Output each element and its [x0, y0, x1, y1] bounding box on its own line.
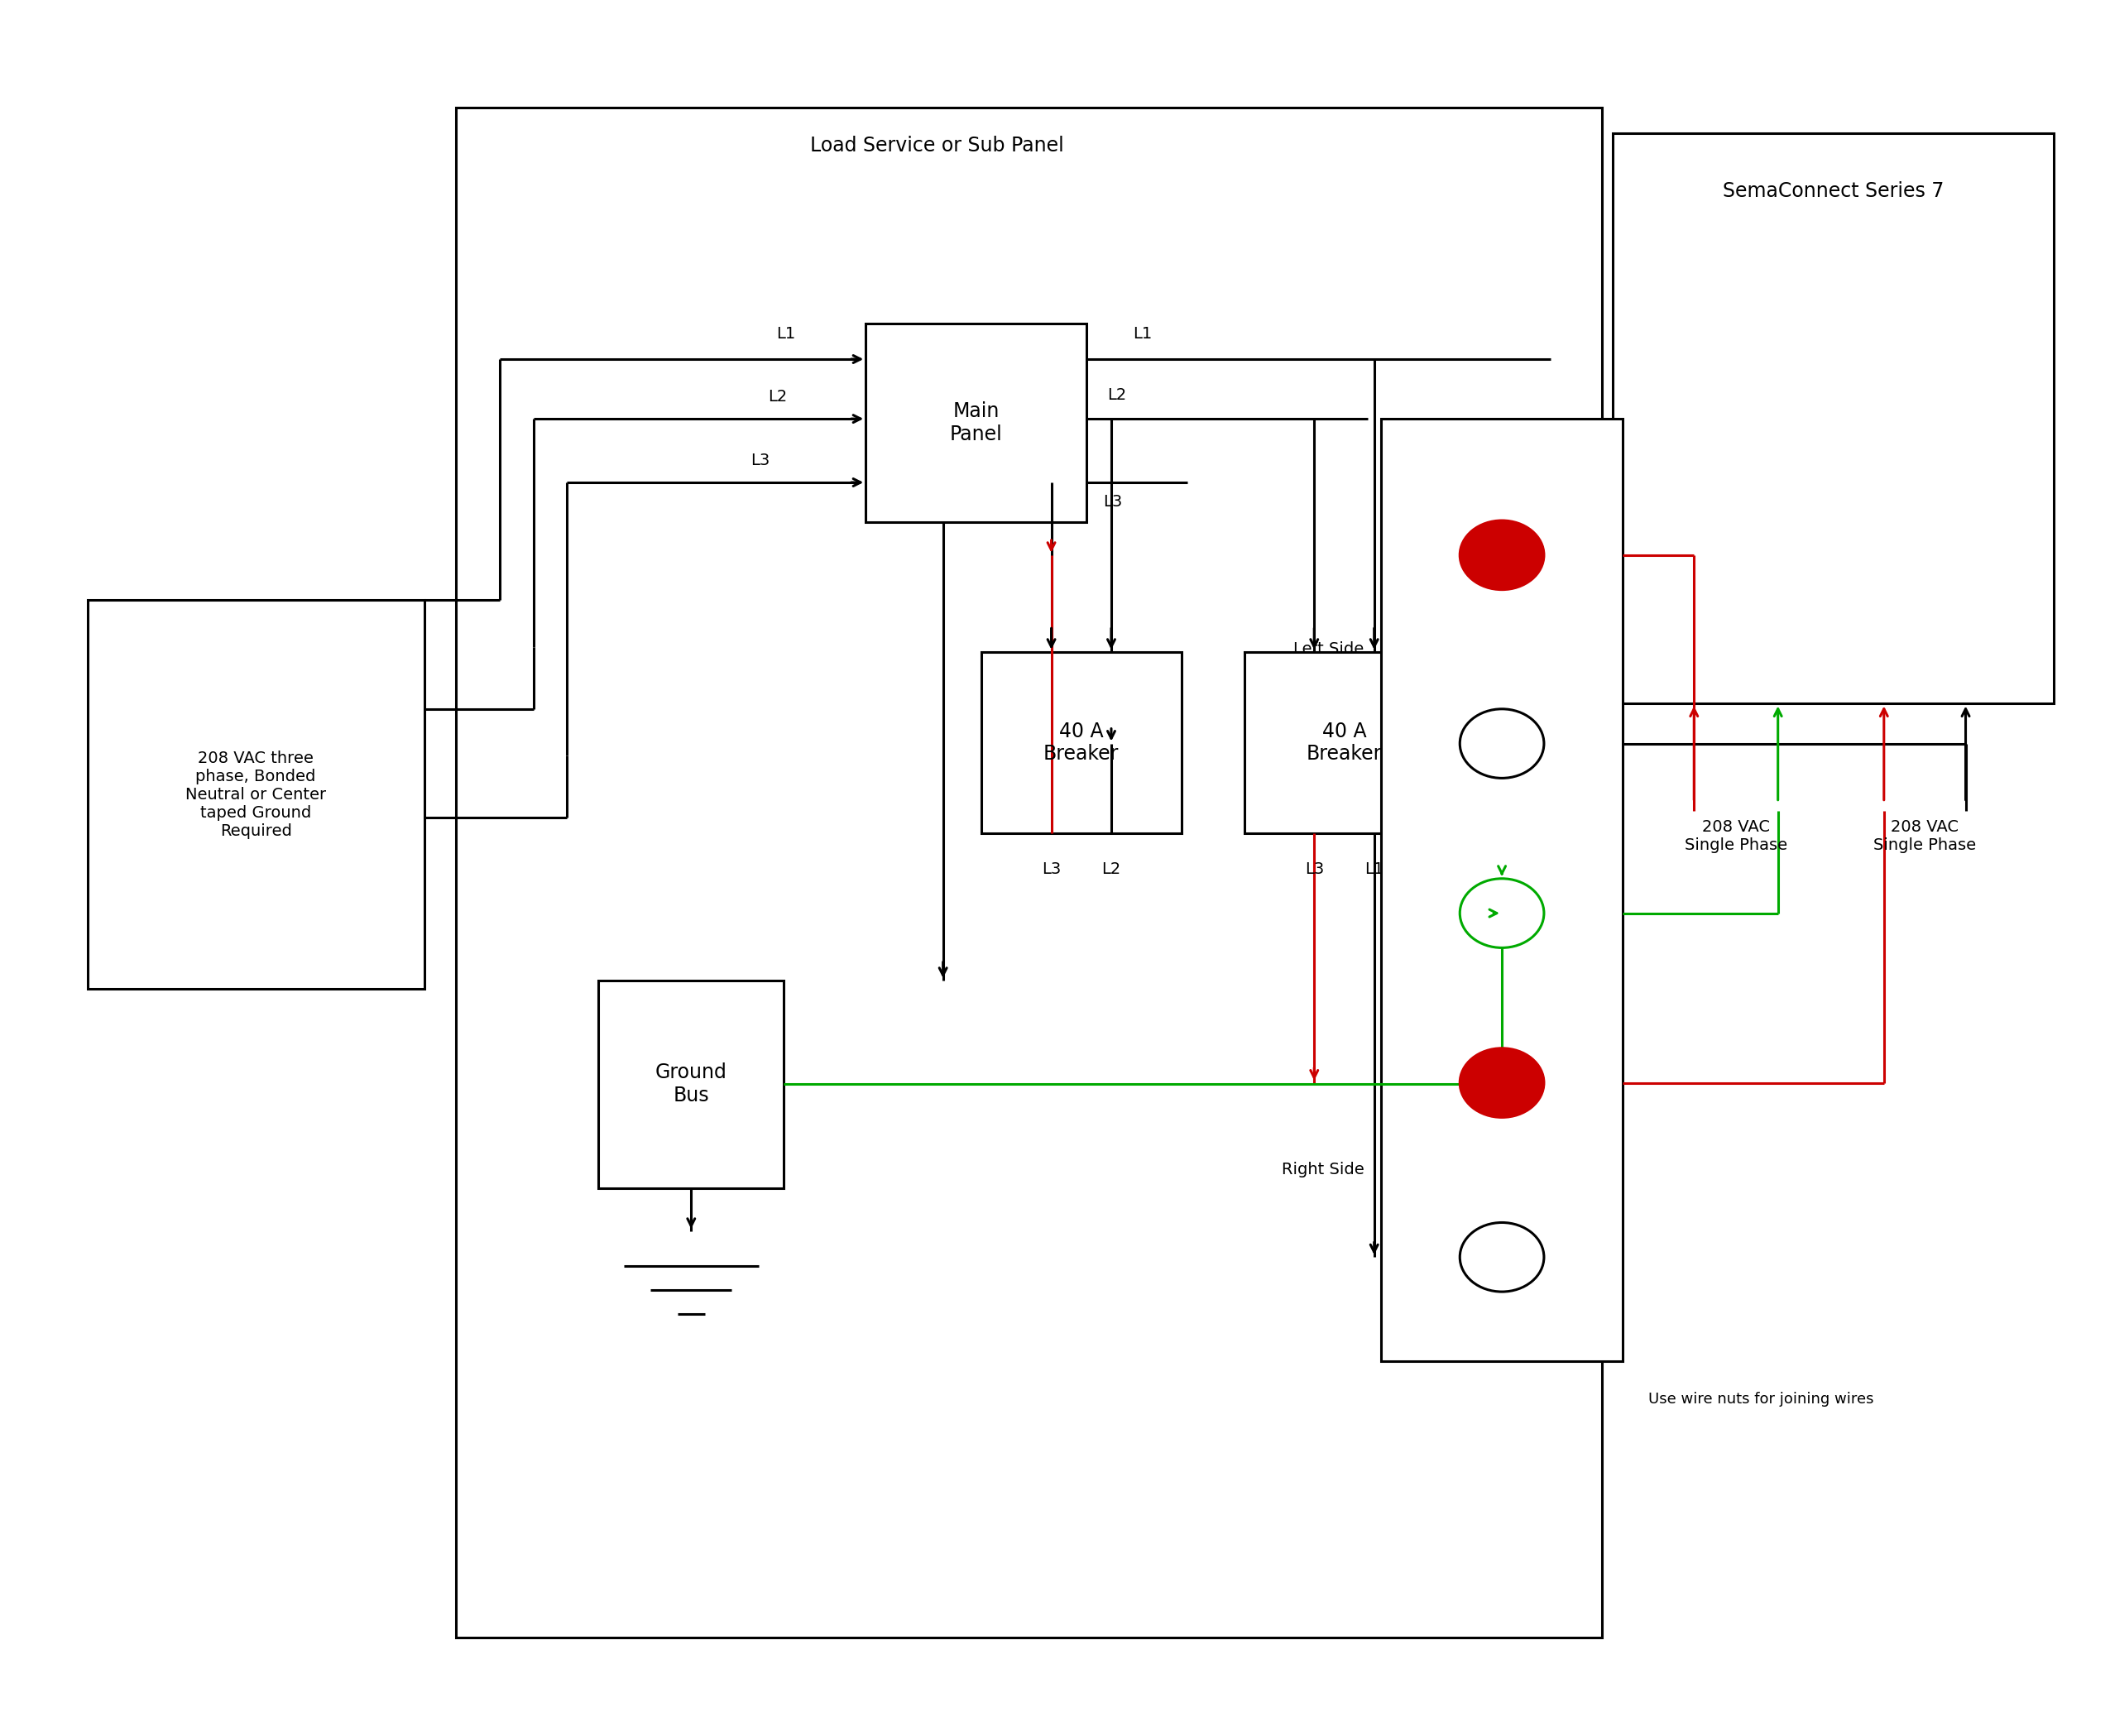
Bar [1245, 651, 1443, 833]
Bar [865, 323, 1087, 523]
Text: Use wire nuts for joining wires: Use wire nuts for joining wires [1648, 1392, 1874, 1406]
Circle shape [1460, 521, 1545, 590]
Text: Load Service or Sub Panel: Load Service or Sub Panel [810, 135, 1063, 155]
Text: L2: L2 [1101, 861, 1120, 877]
Bar [1612, 134, 2053, 703]
Text: Ground
Bus: Ground Bus [656, 1062, 728, 1106]
Text: L1: L1 [1365, 861, 1384, 877]
Text: 40 A
Breaker: 40 A Breaker [1306, 720, 1382, 764]
Circle shape [1460, 1049, 1545, 1118]
Bar [981, 651, 1182, 833]
Text: L3: L3 [1104, 495, 1123, 510]
Text: SemaConnect Series 7: SemaConnect Series 7 [1722, 182, 1943, 201]
Circle shape [1460, 1222, 1545, 1292]
Text: 208 VAC
Single Phase: 208 VAC Single Phase [1684, 819, 1787, 854]
Text: 208 VAC three
phase, Bonded
Neutral or Center
taped Ground
Required: 208 VAC three phase, Bonded Neutral or C… [186, 750, 327, 838]
Text: Right Side: Right Side [1281, 1161, 1365, 1177]
Bar [89, 601, 424, 990]
Bar [1380, 418, 1623, 1361]
Circle shape [1460, 708, 1545, 778]
Text: 208 VAC
Single Phase: 208 VAC Single Phase [1874, 819, 1977, 854]
Text: L2: L2 [1108, 387, 1127, 403]
Text: Main
Panel: Main Panel [949, 401, 1002, 444]
Text: Left Side: Left Side [1293, 641, 1365, 658]
Text: 40 A
Breaker: 40 A Breaker [1044, 720, 1118, 764]
Text: L3: L3 [1042, 861, 1061, 877]
Text: L3: L3 [1304, 861, 1323, 877]
Text: L1: L1 [1133, 326, 1152, 342]
Bar [599, 981, 783, 1187]
Text: L1: L1 [776, 326, 795, 342]
Circle shape [1460, 878, 1545, 948]
Text: L3: L3 [751, 453, 770, 469]
Text: L2: L2 [768, 389, 787, 404]
Bar [456, 108, 1601, 1637]
